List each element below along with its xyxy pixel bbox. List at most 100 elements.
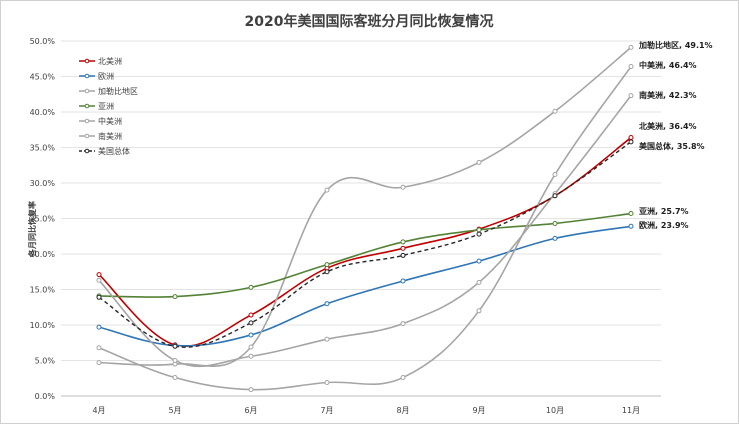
legend-label: 亚洲	[98, 102, 114, 111]
x-tick-label: 10月	[546, 406, 564, 415]
legend-label: 中美洲	[98, 116, 122, 126]
data-point	[248, 312, 254, 318]
y-tick-label: 40.0%	[30, 108, 56, 117]
data-point	[400, 245, 406, 251]
end-value-label: 亚洲, 25.7%	[639, 207, 689, 216]
data-point	[552, 193, 558, 199]
end-value-label: 欧洲, 23.9%	[639, 220, 689, 230]
data-point	[400, 375, 406, 381]
data-point	[476, 231, 482, 237]
data-point	[400, 252, 406, 258]
chart-title: 2020年美国国际客班分月同比恢复情况	[245, 13, 494, 30]
data-point	[476, 227, 482, 233]
data-point	[628, 223, 634, 229]
legend-label: 北美洲	[98, 56, 122, 66]
data-point	[324, 301, 330, 307]
y-tick-label: 35.0%	[30, 144, 56, 153]
data-point	[552, 235, 558, 241]
data-point	[96, 277, 102, 283]
y-tick-label: 15.0%	[30, 286, 56, 295]
series-lines	[96, 44, 634, 393]
data-point	[248, 332, 254, 338]
data-point	[96, 324, 102, 330]
legend-marker	[84, 118, 90, 124]
data-point	[248, 387, 254, 393]
data-point	[400, 321, 406, 327]
data-point	[324, 380, 330, 386]
data-point	[400, 184, 406, 190]
y-axis-ticks: 0.0% 5.0% 10.0% 15.0% 20.0% 25.0% 30.0% 35.0% 40…	[30, 37, 56, 401]
data-point	[476, 279, 482, 285]
x-tick-label: 7月	[320, 406, 333, 415]
y-tick-label: 45.0%	[30, 73, 56, 82]
y-tick-label: 0.0%	[35, 392, 56, 401]
data-point	[628, 139, 634, 145]
x-tick-label: 11月	[622, 406, 640, 415]
series-line	[98, 212, 632, 298]
data-point	[96, 272, 102, 278]
data-point	[324, 187, 330, 193]
data-point	[96, 345, 102, 351]
x-axis-ticks: 4月 5月 6月 7月 8月 9月 10月 11月	[92, 406, 640, 415]
y-tick-label: 50.0%	[30, 37, 56, 46]
series-line	[98, 95, 632, 368]
data-point	[476, 258, 482, 264]
data-point	[628, 64, 634, 70]
data-point	[96, 294, 102, 300]
y-tick-label: 25.0%	[30, 215, 56, 224]
data-point	[324, 269, 330, 275]
series-line	[98, 225, 632, 347]
y-tick-label: 5.0%	[35, 357, 56, 366]
data-point	[628, 135, 634, 141]
data-point	[324, 336, 330, 342]
data-point	[248, 344, 254, 350]
data-point	[628, 44, 634, 50]
data-point	[248, 320, 254, 326]
legend-marker	[84, 58, 90, 64]
legend-label: 南美洲	[98, 131, 122, 141]
end-value-label: 中美洲, 46.4%	[639, 60, 697, 70]
data-point	[172, 358, 178, 363]
end-value-label: 美国总体, 35.8%	[639, 141, 705, 151]
data-point	[96, 360, 102, 366]
series-line	[98, 46, 632, 368]
y-tick-label: 30.0%	[30, 179, 56, 188]
end-value-label: 加勒比地区, 49.1%	[638, 40, 713, 50]
x-tick-label: 8月	[396, 406, 409, 415]
data-point	[552, 220, 558, 226]
x-tick-label: 4月	[92, 406, 105, 415]
data-point	[628, 211, 634, 217]
data-point	[400, 239, 406, 245]
legend-marker	[84, 133, 90, 139]
legend-marker	[84, 88, 90, 94]
data-point	[324, 262, 330, 268]
legend-marker	[84, 148, 90, 154]
x-tick-label: 5月	[168, 406, 181, 415]
data-point	[476, 159, 482, 165]
data-point	[172, 294, 178, 300]
data-point	[248, 284, 254, 290]
x-tick-label: 9月	[472, 406, 485, 415]
legend-label: 美国总体	[98, 146, 130, 156]
legend-marker	[84, 73, 90, 79]
series-line	[98, 141, 632, 348]
data-point	[400, 278, 406, 284]
y-tick-label: 20.0%	[30, 250, 56, 259]
data-point	[172, 343, 178, 349]
data-point	[552, 108, 558, 114]
end-labels: 北美洲, 36.4% 欧洲, 23.9% 加勒比地区, 49.1% 亚洲, 25.7%…	[638, 40, 713, 230]
legend-marker	[84, 103, 90, 109]
x-tick-label: 6月	[244, 406, 257, 415]
data-point	[552, 171, 558, 177]
end-value-label: 南美洲, 42.3%	[639, 90, 697, 100]
end-value-label: 北美洲, 36.4%	[639, 121, 697, 131]
y-tick-label: 10.0%	[30, 321, 56, 330]
data-point	[476, 308, 482, 314]
gridlines	[61, 40, 661, 397]
data-point	[172, 375, 178, 381]
legend-label: 加勒比地区	[98, 86, 138, 96]
legend-label: 欧洲	[98, 71, 114, 81]
